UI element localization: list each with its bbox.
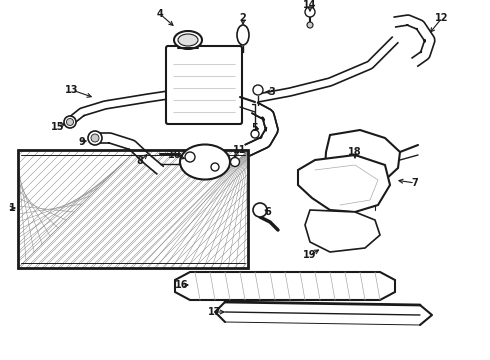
Text: 4: 4 <box>157 9 163 19</box>
Ellipse shape <box>174 31 202 49</box>
Ellipse shape <box>88 131 102 145</box>
Text: 13: 13 <box>65 85 79 95</box>
Polygon shape <box>95 133 163 174</box>
Polygon shape <box>298 155 390 212</box>
Polygon shape <box>325 130 400 185</box>
Text: 12: 12 <box>435 13 449 23</box>
Ellipse shape <box>253 203 267 217</box>
Ellipse shape <box>178 34 198 46</box>
Text: 5: 5 <box>252 123 258 133</box>
Polygon shape <box>257 37 398 102</box>
Text: 8: 8 <box>137 156 144 166</box>
Ellipse shape <box>64 116 76 128</box>
Ellipse shape <box>180 144 230 180</box>
Text: 15: 15 <box>51 122 65 132</box>
Text: 9: 9 <box>78 137 85 147</box>
Polygon shape <box>245 103 278 156</box>
Ellipse shape <box>253 85 263 95</box>
Polygon shape <box>305 210 380 252</box>
Polygon shape <box>175 272 395 300</box>
Text: 2: 2 <box>240 13 246 23</box>
Text: 19: 19 <box>303 250 317 260</box>
Text: 1: 1 <box>9 203 15 213</box>
Ellipse shape <box>91 134 99 142</box>
Ellipse shape <box>67 118 74 126</box>
Polygon shape <box>394 15 435 66</box>
Polygon shape <box>70 91 169 123</box>
Ellipse shape <box>305 7 315 17</box>
Text: 11: 11 <box>233 145 247 155</box>
Ellipse shape <box>230 158 240 166</box>
Text: 10: 10 <box>168 150 182 160</box>
Text: 7: 7 <box>412 178 418 188</box>
Text: 17: 17 <box>208 307 222 317</box>
Ellipse shape <box>211 163 219 171</box>
Text: 3: 3 <box>269 87 275 97</box>
Ellipse shape <box>251 130 259 138</box>
Text: 18: 18 <box>348 147 362 157</box>
Ellipse shape <box>307 22 313 28</box>
Text: 14: 14 <box>303 0 317 10</box>
Bar <box>18 150 248 268</box>
Text: 16: 16 <box>175 280 189 290</box>
Ellipse shape <box>237 25 249 45</box>
FancyBboxPatch shape <box>166 46 242 124</box>
Text: 6: 6 <box>265 207 271 217</box>
Ellipse shape <box>185 152 195 162</box>
